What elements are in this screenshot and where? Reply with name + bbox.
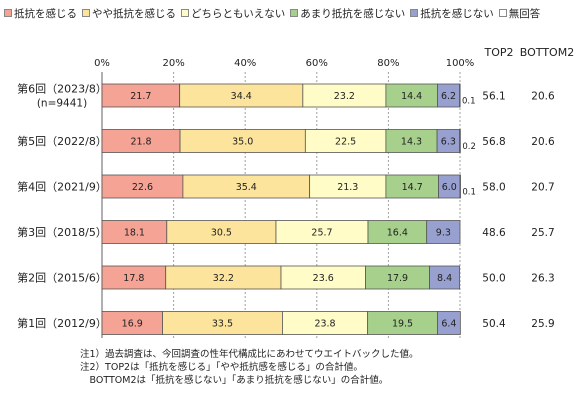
category-label: 第2回（2015/6）	[17, 271, 107, 285]
data-label: 23.6	[313, 273, 334, 284]
data-label: 25.7	[311, 228, 332, 239]
data-label: 21.3	[337, 182, 358, 193]
bar-segment	[459, 83, 461, 108]
legend-item-6: 無回答	[498, 6, 541, 21]
legend-swatch-6	[498, 9, 507, 17]
data-label: 14.4	[401, 91, 422, 102]
bottom2-value: 20.6	[531, 91, 555, 103]
data-label: 23.8	[314, 319, 335, 330]
note-2: 注2）TOP2は「抵抗を感じる」「やや抵抗感を感じる」の合計値。	[80, 362, 363, 373]
data-label: 6.4	[441, 319, 456, 330]
top2-value: 48.6	[482, 227, 506, 239]
data-label: 18.1	[124, 228, 145, 239]
legend-item-2: やや抵抗を感じる	[82, 6, 176, 21]
data-label: 30.5	[211, 228, 232, 239]
x-tick-label: 80%	[377, 58, 399, 69]
bar-segment	[459, 129, 461, 153]
bar-segment	[429, 265, 461, 290]
legend-label-4: あまり抵抗を感じない	[300, 7, 406, 20]
data-label: 21.8	[130, 137, 151, 148]
legend-swatch-2	[82, 9, 90, 17]
legend-item-5: 抵抗を感じない	[410, 6, 494, 21]
legend-label-5: 抵抗を感じない	[420, 7, 494, 20]
legend-swatch-4	[290, 9, 299, 17]
category-label: 第1回（2012/9）	[17, 316, 107, 330]
bottom2-value: 25.9	[531, 318, 554, 330]
notes: 注1）過去調査は、今回調査の性年代構成比にあわせてウエイトバックした値。 注2）…	[80, 348, 419, 387]
data-label: 21.7	[130, 91, 151, 102]
x-tick-label: 60%	[306, 58, 328, 69]
data-label: 34.4	[231, 91, 252, 102]
bottom2-value: 20.6	[531, 136, 555, 148]
data-label: 0.2	[462, 142, 476, 152]
x-tick-label: 20%	[162, 58, 184, 69]
bar-segment	[426, 220, 461, 244]
data-label: 35.4	[236, 182, 257, 193]
bar-segment	[459, 174, 461, 199]
legend-item-3: どちらともいえない	[181, 6, 285, 21]
data-label: 35.0	[232, 137, 253, 148]
data-label: 14.7	[402, 182, 423, 193]
category-label: 第4回（2021/9）	[17, 180, 107, 194]
data-label: 32.2	[213, 273, 234, 284]
data-label: 16.4	[387, 228, 408, 239]
note-3: BOTTOM2は「抵抗を感じない」「あまり抵抗を感じない」の合計値。	[80, 375, 389, 386]
x-tick-label: 100%	[446, 58, 475, 69]
category-label: 第6回（2023/8）	[17, 82, 107, 96]
data-label: 33.5	[212, 319, 233, 330]
bottom2-value: 25.7	[531, 227, 554, 239]
data-label: 0.1	[462, 97, 476, 107]
top2-value: 50.4	[482, 318, 506, 330]
data-label: 23.2	[334, 91, 355, 102]
legend-label-1: 抵抗を感じる	[14, 7, 77, 20]
x-tick-label: 0%	[94, 58, 110, 69]
data-label: 9.3	[436, 228, 451, 239]
category-sublabel: (n=9441)	[37, 98, 87, 110]
data-label: 17.8	[123, 273, 144, 284]
data-label: 16.9	[122, 319, 143, 330]
data-label: 17.9	[387, 273, 408, 284]
data-label: 22.5	[335, 137, 356, 148]
data-label: 6.0	[442, 182, 457, 193]
data-label: 14.3	[401, 137, 422, 148]
legend-item-4: あまり抵抗を感じない	[290, 6, 405, 21]
legend-label-2: やや抵抗を感じる	[92, 7, 176, 20]
data-label: 6.3	[441, 137, 456, 148]
legend-swatch-3	[181, 9, 189, 17]
data-label: 6.2	[441, 91, 456, 102]
data-label: 19.5	[392, 319, 413, 330]
bar-segment	[437, 311, 461, 335]
top2-value: 58.0	[482, 182, 505, 194]
legend-label-3: どちらともいえない	[191, 7, 286, 20]
top2-value: 50.0	[482, 273, 505, 285]
data-label: 0.1	[462, 188, 476, 198]
category-label: 第3回（2018/5）	[17, 225, 107, 239]
x-tick-label: 40%	[234, 58, 256, 69]
bottom2-value: 26.3	[531, 273, 554, 285]
legend-item-1: 抵抗を感じる	[4, 6, 77, 21]
summary-header-bottom2: BOTTOM2	[520, 46, 574, 59]
bottom2-value: 20.7	[531, 182, 554, 194]
legend-swatch-1	[4, 9, 12, 17]
legend-swatch-5	[410, 9, 419, 17]
legend-label-6: 無回答	[508, 7, 541, 20]
top2-value: 56.8	[482, 136, 505, 148]
data-label: 8.4	[437, 273, 452, 284]
category-label: 第5回（2022/8）	[17, 134, 107, 148]
data-label: 22.6	[132, 182, 153, 193]
note-1: 注1）過去調査は、今回調査の性年代構成比にあわせてウエイトバックした値。	[80, 349, 419, 360]
legend: 抵抗を感じる やや抵抗を感じる どちらともいえない あまり抵抗を感じない 抵抗を…	[4, 6, 545, 20]
top2-value: 56.1	[482, 91, 505, 103]
summary-header-top2: TOP2	[483, 46, 513, 59]
